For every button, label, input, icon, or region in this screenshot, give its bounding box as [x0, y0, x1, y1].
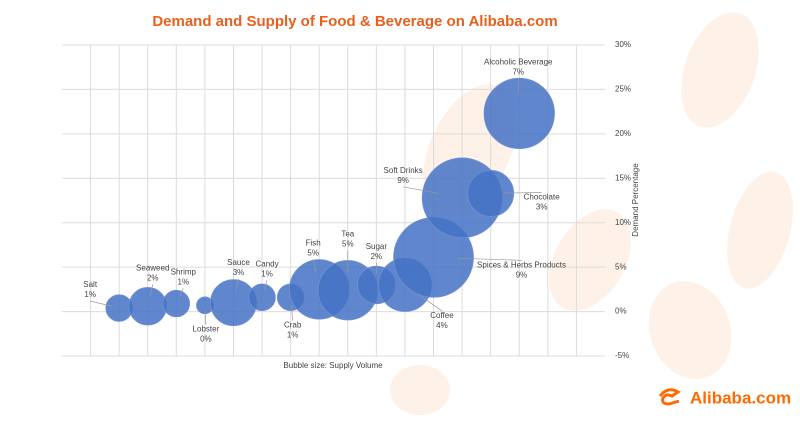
bubble-size-label: 5% [307, 248, 319, 257]
bubble-label: Soft Drinks [384, 166, 423, 175]
y-tick-label: 15% [615, 173, 631, 182]
bubble-size-label: 9% [516, 270, 528, 279]
bubble-size-label: 4% [436, 321, 448, 330]
logo-icon [658, 388, 681, 406]
y-tick-label: 25% [615, 85, 631, 94]
leader-line [235, 278, 239, 290]
logo: Alibaba.com [658, 388, 791, 407]
bubble-label: Alcoholic Beverage [484, 58, 553, 67]
bubble-label: Seaweed [136, 263, 169, 272]
bubble-label: Tea [341, 229, 354, 238]
y-tick-label: 30% [615, 40, 631, 49]
bubble-size-label: 1% [261, 269, 273, 278]
y-tick-label: -5% [615, 351, 629, 360]
bubble-label: Salt [83, 280, 98, 289]
leader-line [457, 257, 522, 261]
bubble [105, 294, 133, 322]
bubble [128, 287, 167, 326]
bubble-size-label: 3% [536, 203, 548, 212]
y-axis-label: Demand Percentage [631, 163, 640, 237]
leader-line [417, 293, 443, 312]
bubble-size-label: 1% [84, 290, 96, 299]
y-tick-label: 5% [615, 262, 627, 271]
bubble-size-label: 1% [287, 330, 299, 339]
bubble [248, 283, 276, 312]
bubble [467, 169, 515, 217]
y-tick-label: 20% [615, 129, 631, 138]
y-tick-label: 0% [615, 307, 627, 316]
bubble-size-label: 5% [342, 239, 354, 248]
bubble-size-label: 1% [178, 278, 190, 287]
logo-text: Alibaba.com [690, 388, 791, 407]
bubble-size-label: 3% [233, 268, 245, 277]
bubble-label: Spices & Herbs Products [477, 260, 566, 269]
y-tick-label: 10% [615, 218, 631, 227]
bubble-label: Coffee [430, 311, 454, 320]
bubble-label: Shrimp [171, 268, 197, 277]
leader-line [204, 310, 207, 325]
bubble-label: Chocolate [524, 193, 561, 202]
bubble-label: Fish [306, 238, 321, 247]
leader-line [403, 186, 439, 194]
bubble-label: Crab [284, 320, 302, 329]
bubble-size-label: 7% [512, 68, 524, 77]
bubble-label: Lobster [193, 324, 220, 333]
bubble-size-label: 0% [200, 334, 212, 343]
leader-line [90, 300, 112, 307]
leader-line [504, 192, 542, 194]
bubble-label: Sauce [227, 258, 250, 267]
bubble-label: Sugar [366, 242, 388, 251]
chart-title: Demand and Supply of Food & Beverage on … [152, 13, 557, 30]
leader-line [179, 288, 184, 297]
bubble-size-label: 2% [147, 273, 159, 282]
leader-line [149, 284, 154, 296]
bubble-size-label: 2% [371, 252, 383, 261]
bubble [162, 289, 191, 318]
leader-line [263, 280, 268, 290]
bubble [483, 77, 555, 150]
x-axis-label: Bubble size: Supply Volume [283, 361, 383, 370]
bubble-label: Candy [255, 259, 278, 268]
leader-line [290, 305, 293, 321]
bubble-size-label: 9% [397, 176, 409, 185]
leader-line [312, 259, 317, 272]
